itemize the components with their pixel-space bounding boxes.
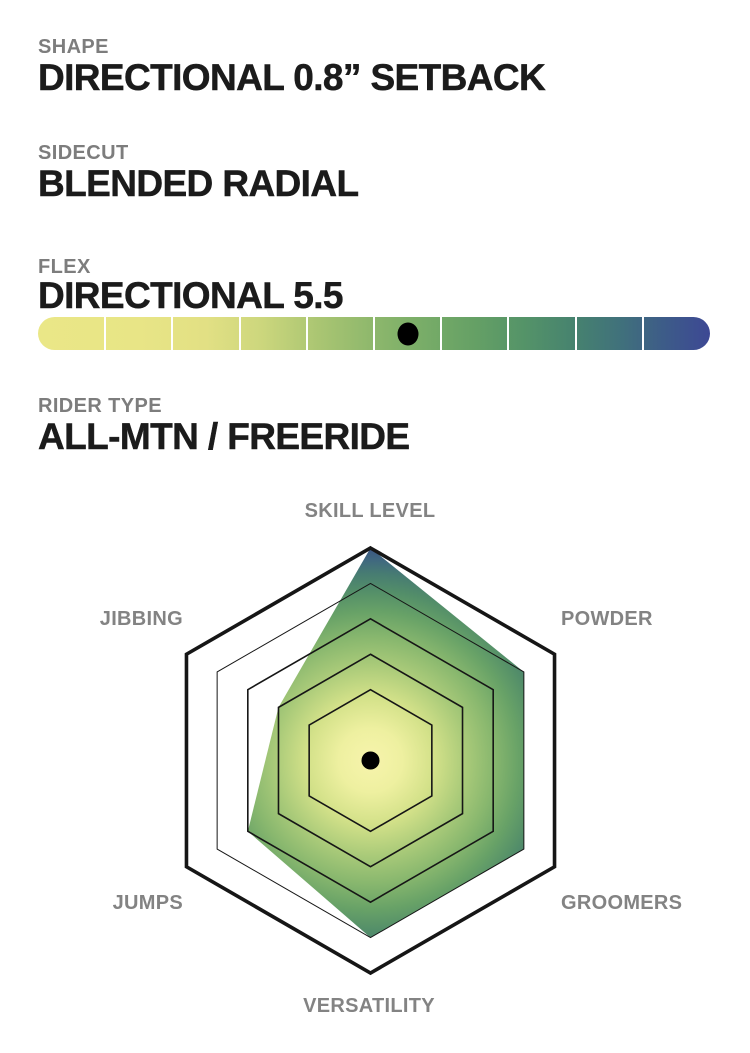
sidecut-value: BLENDED RADIAL — [38, 163, 360, 204]
radar-axis-jumps: JUMPS — [112, 892, 183, 914]
spec-rider-type-value: ALL-MTN / FREERIDE — [38, 416, 411, 457]
flex-segment-divider — [305, 317, 308, 350]
flex-segment-divider — [104, 317, 107, 350]
radar-axis-groomers: GROOMERS — [561, 892, 683, 914]
spec-flex: FLEX — [38, 257, 91, 277]
radar-grid-ring — [308, 688, 433, 833]
spec-shape-value: DIRECTIONAL 0.8” SETBACK — [38, 57, 546, 98]
spec-sidecut: SIDECUT — [38, 143, 129, 163]
shape-value: DIRECTIONAL 0.8” SETBACK — [38, 57, 546, 98]
flex-segment-divider — [641, 317, 644, 350]
rider-type-value: ALL-MTN / FREERIDE — [38, 416, 411, 457]
flex-segment-divider — [238, 317, 241, 350]
spec-shape: SHAPE — [38, 37, 109, 57]
flex-label: FLEX — [38, 256, 91, 278]
radar-outer-hexagon — [184, 545, 557, 976]
rider-type-label: RIDER TYPE — [38, 395, 163, 417]
flex-value: DIRECTIONAL 5.5 — [38, 275, 344, 316]
flex-segment-divider — [574, 317, 577, 350]
sidecut-label: SIDECUT — [38, 142, 129, 164]
spec-rider-type: RIDER TYPE — [38, 396, 162, 416]
spec-sidecut-value: BLENDED RADIAL — [38, 163, 360, 204]
radar-axis-skill-level: SKILL LEVEL — [304, 500, 436, 522]
radar-axis-jibbing: JIBBING — [99, 608, 183, 630]
flex-segment-divider — [507, 317, 510, 350]
radar-value-area — [247, 548, 524, 938]
radar-axis-powder: POWDER — [561, 608, 653, 630]
flex-segment-divider — [440, 317, 443, 350]
radar-grid-ring — [216, 582, 525, 939]
shape-label: SHAPE — [38, 36, 109, 58]
radar-axis-versatility: VERSATILITY — [303, 995, 435, 1017]
radar-grid-ring — [247, 617, 494, 904]
radar-grid-ring — [277, 653, 464, 868]
flex-marker-dot — [397, 322, 419, 345]
flex-segment-divider — [373, 317, 375, 350]
flex-segment-divider — [171, 317, 174, 350]
flex-gradient-bar — [38, 317, 710, 350]
spec-flex-value: DIRECTIONAL 5.5 — [38, 275, 344, 316]
radar-center-dot — [361, 751, 380, 770]
